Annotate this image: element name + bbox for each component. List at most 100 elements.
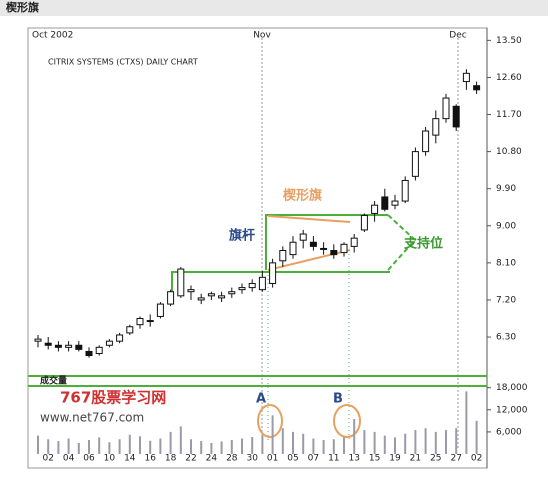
annotation: B [333, 392, 343, 407]
candle-body [126, 326, 134, 334]
candle-body [289, 241, 297, 256]
y-tick-label: 6.30 [496, 333, 516, 343]
candle-body [462, 72, 470, 83]
volume-bar [322, 440, 325, 454]
candle-body [350, 237, 358, 247]
candle-body [309, 241, 317, 247]
candle-body [75, 344, 83, 350]
volume-bar [67, 438, 70, 454]
candle-body [156, 303, 164, 317]
volume-bar [241, 438, 243, 454]
candle-body [340, 243, 348, 254]
candle-body [187, 289, 195, 293]
volume-bar [302, 433, 305, 454]
candle-body [238, 287, 246, 291]
volume-bar [404, 433, 407, 454]
volume-bar [220, 441, 223, 454]
y-tick-label: 11.70 [496, 110, 522, 120]
candle-body [401, 179, 409, 202]
y-tick-label: 9.00 [496, 221, 516, 231]
candle-body [44, 342, 52, 346]
title-bar [0, 0, 548, 16]
volume-bar [424, 428, 427, 454]
volume-bar [353, 419, 356, 454]
wedge-line [267, 215, 351, 223]
candle-body [381, 196, 389, 210]
candle-body [330, 250, 338, 256]
candle-body [299, 233, 307, 241]
support-arrow [387, 214, 417, 271]
candle-body [391, 200, 399, 206]
candle-body [442, 97, 450, 120]
candle-body [34, 338, 42, 342]
volume-bar [200, 441, 203, 454]
x-tick-label: 18 [165, 454, 177, 464]
window-title: 楔形旗 [6, 0, 39, 14]
candle-body [177, 268, 185, 297]
x-tick-label: 21 [410, 454, 421, 464]
x-tick-label: 14 [124, 454, 136, 464]
volume-bar [37, 435, 39, 454]
volume-bar [465, 391, 468, 454]
volume-bar [128, 434, 131, 454]
candle-body [136, 317, 144, 326]
candle-body [54, 344, 62, 348]
chart-title: CITRIX SYSTEMS (CTXS) DAILY CHART [48, 58, 198, 67]
month-label: Dec [449, 31, 466, 41]
volume-bar [414, 430, 417, 454]
y-tick-label: 7.20 [496, 295, 516, 305]
x-tick-label: 24 [206, 454, 218, 464]
volume-bar [455, 428, 458, 454]
y-tick-label: 9.90 [496, 184, 516, 194]
x-tick-label: 10 [104, 454, 116, 464]
watermark-url: www.net767.com [40, 411, 144, 425]
x-tick-label: 19 [389, 454, 401, 464]
annotation: 楔形旗 [283, 188, 322, 204]
candle-body [360, 214, 368, 231]
candle-body [218, 295, 226, 299]
volume-bar [292, 431, 294, 454]
highlight [333, 404, 361, 438]
volume-bar [98, 437, 101, 454]
candle-body [320, 247, 328, 250]
candle-body [65, 344, 73, 348]
y-tick-label: 12,000 [496, 405, 528, 415]
candle-body [432, 118, 440, 136]
volume-bar [47, 439, 50, 454]
x-tick-label: 22 [185, 454, 196, 464]
y-tick-label: 8.10 [496, 258, 516, 268]
candle-body [197, 297, 205, 301]
candle-body [207, 293, 215, 297]
candle-body [422, 130, 430, 153]
candle-body [248, 282, 256, 289]
candle-body [411, 151, 419, 177]
candle-body [146, 320, 154, 323]
volume-bar [261, 435, 264, 454]
x-tick-label: 13 [348, 454, 359, 464]
month-label: Oct 2002 [32, 31, 73, 41]
volume-bar [312, 438, 315, 454]
volume-bar [434, 431, 437, 454]
volume-bar [118, 439, 121, 454]
candle-body [258, 276, 266, 291]
candle-body [85, 350, 93, 357]
volume-bar [88, 440, 90, 454]
x-tick-label: 01 [267, 454, 278, 464]
annotation: 旗杆 [229, 228, 255, 244]
volume-bar [77, 442, 80, 454]
candle-body [371, 204, 379, 214]
x-tick-label: 16 [144, 454, 156, 464]
candle-body [473, 85, 481, 91]
volume-bar [445, 430, 447, 454]
volume-label: 成交量 [40, 375, 67, 387]
x-tick-label: 06 [83, 454, 95, 464]
y-tick-label: 10.80 [496, 147, 522, 157]
volume-bar [179, 426, 182, 454]
candle-body [95, 346, 103, 355]
volume-bar [108, 442, 111, 454]
x-tick-label: 11 [328, 454, 339, 464]
volume-bar [332, 439, 335, 454]
candle-body [105, 340, 113, 346]
